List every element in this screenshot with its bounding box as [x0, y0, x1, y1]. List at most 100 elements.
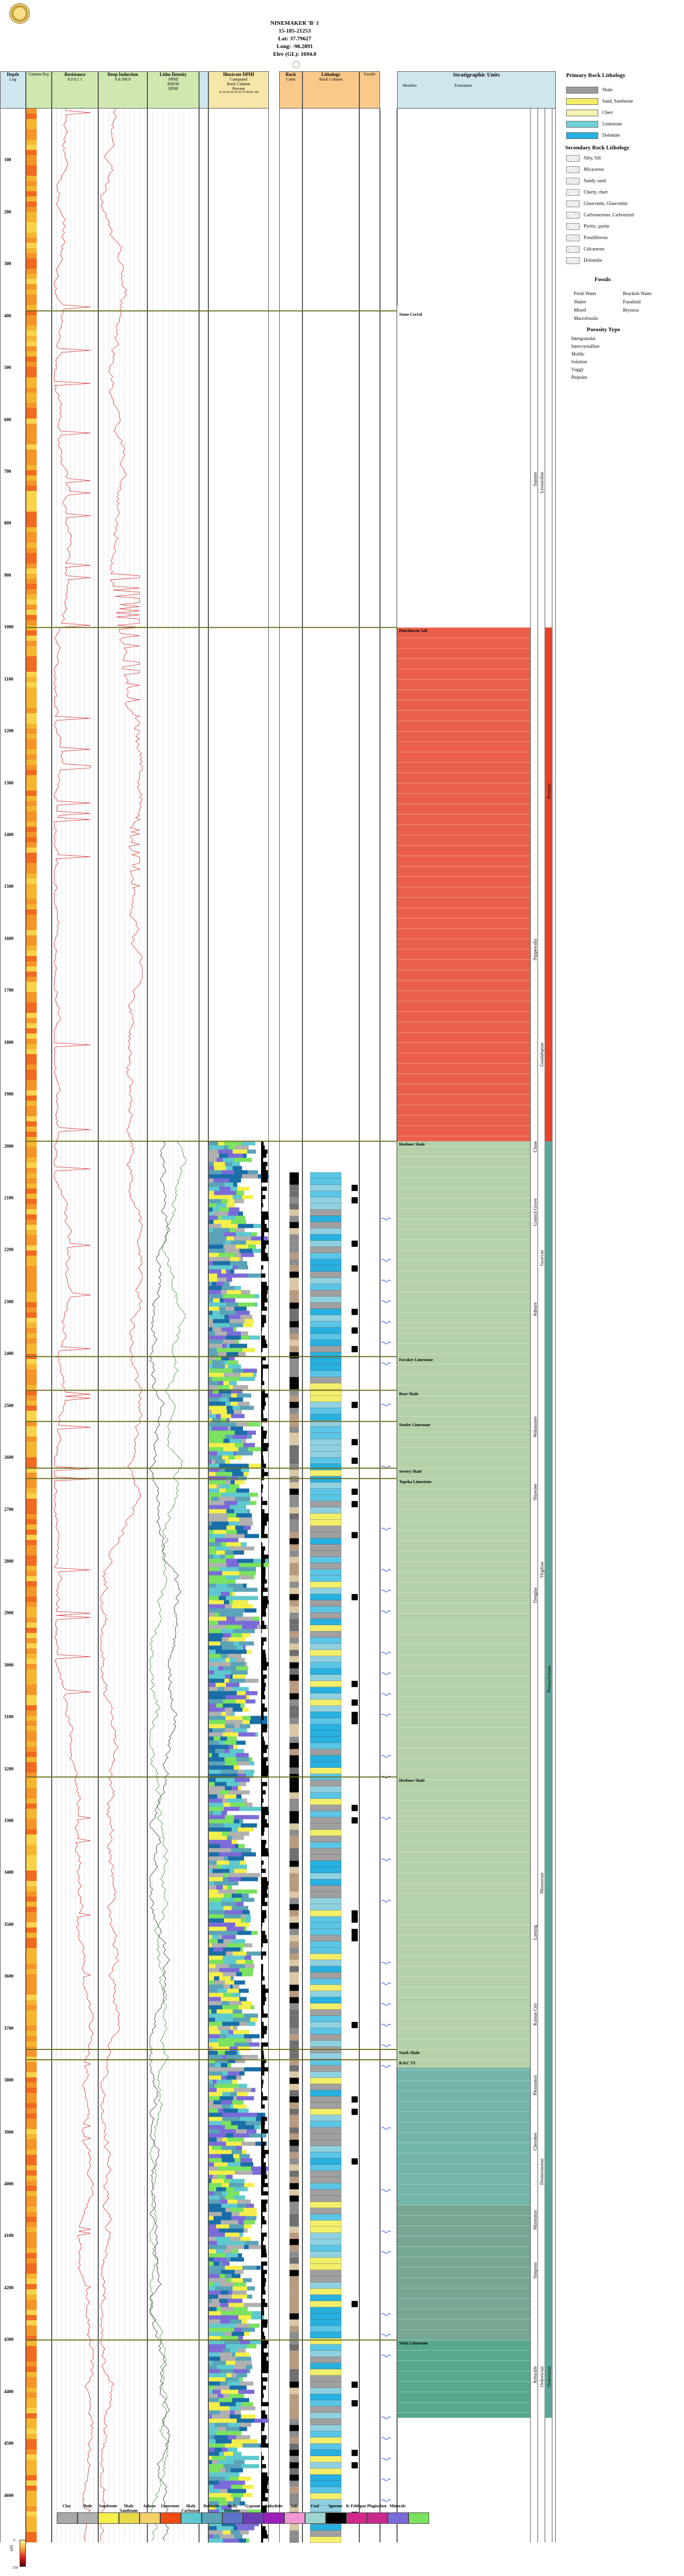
rock-color-cell	[290, 1488, 299, 1495]
lithology-pct-cell	[239, 1575, 251, 1580]
lithology-pct-cell	[226, 2361, 235, 2365]
shale-pct-cell	[261, 1869, 266, 1873]
porosity-header: Litho Density NPHI RHOB DPHI	[147, 71, 199, 109]
lithology-pct-cell	[250, 1501, 256, 1505]
lithology-pct-cell	[239, 1248, 252, 1253]
shale-pct-cell	[261, 1368, 263, 1373]
lithology-pct-cell	[227, 2447, 237, 2452]
lithology-pct-cell	[229, 2001, 242, 2006]
lithology-pct-cell	[241, 1889, 257, 1894]
gamma-color-cell	[26, 202, 37, 207]
lithology-pct-cell	[255, 1302, 257, 1307]
lithology-pct-cell	[235, 2059, 245, 2063]
lithology-cell	[310, 1711, 342, 1718]
lithology-pct-cell	[209, 1621, 218, 1625]
lithology-pct-cell	[221, 1265, 233, 1270]
shale-pct-cell	[261, 2414, 267, 2419]
lithology-pct-cell	[212, 2460, 218, 2464]
lithology-pct-cell	[209, 1761, 225, 1766]
porosity-type-mark	[381, 2230, 391, 2233]
gamma-color-cell	[26, 1752, 37, 1757]
lithology-pct-cell	[214, 1976, 219, 1981]
lithology-pct-cell	[226, 1352, 238, 1356]
gamma-color-cell	[26, 1364, 37, 1369]
lithology-pct-cell	[238, 1302, 255, 1307]
lithology-pct-cell	[209, 2158, 222, 2163]
rock-color-cell	[290, 1426, 299, 1433]
lithology-pct-cell	[209, 1699, 223, 1704]
shale-pct-cell	[261, 2336, 266, 2340]
lithology-pct-cell	[244, 2332, 249, 2336]
lithology-cell	[310, 2369, 342, 2376]
legend-secondary-item: Sandy, sand	[566, 178, 606, 184]
rock-color-cell	[290, 1408, 299, 1414]
fossil-marker	[352, 1680, 358, 1687]
gamma-color-cell	[26, 1700, 37, 1705]
lithology-cell	[310, 1823, 342, 1830]
gamma-color-cell	[26, 899, 37, 904]
rock-color-cell	[290, 1538, 299, 1545]
lithology-pct-cell	[231, 1662, 245, 1667]
strat-group-label: Wabaunsee	[533, 1416, 538, 1438]
lithology-pct-cell	[209, 2278, 226, 2282]
rock-color-cell	[290, 1383, 299, 1390]
lithology-pct-cell	[240, 2423, 251, 2427]
porosity-type-mark	[381, 2251, 391, 2254]
lithology-pct-cell	[218, 1385, 229, 1390]
lithology-pct-cell	[215, 2059, 228, 2063]
gamma-color-cell	[26, 827, 37, 832]
gamma-color-cell	[26, 1235, 37, 1240]
lithology-pct-cell	[225, 2125, 238, 2130]
shale-pct-cell	[261, 1339, 267, 1344]
lithology-pct-cell	[221, 1881, 238, 1886]
rock-color-cell	[290, 1346, 299, 1352]
lithology-pct-cell	[209, 2369, 220, 2373]
gamma-color-cell	[26, 1158, 37, 1163]
gamma-color-cell	[26, 470, 37, 475]
legend-label: Fossiliferous	[584, 235, 608, 240]
lithology-pct-cell	[219, 1827, 232, 1832]
lithology-cell	[310, 2251, 342, 2258]
lithology-pct-cell	[209, 1211, 213, 1216]
lithology-pct-cell	[237, 1393, 251, 1398]
lithology-pct-cell	[253, 1823, 257, 1828]
shale-pct-cell	[261, 2282, 266, 2287]
lithology-pct-cell	[222, 2084, 238, 2088]
lithology-pct-cell	[235, 1955, 245, 1960]
shale-pct-cell	[261, 2253, 267, 2258]
gamma-color-cell	[26, 2010, 37, 2015]
gamma-color-cell	[26, 1302, 37, 1307]
gamma-color-cell	[26, 2020, 37, 2026]
lithology-pct-cell	[219, 2509, 237, 2514]
lithology-pct-cell	[212, 2079, 217, 2084]
lithology-pct-cell	[227, 1513, 236, 1518]
bottom-legend-swatch	[160, 2512, 181, 2524]
lithology-pct-cell	[220, 1778, 235, 1782]
gamma-color-cell	[26, 620, 37, 625]
depth-tick-label: 4500	[4, 2441, 13, 2446]
gamma-color-cell	[26, 2253, 37, 2258]
lithology-pct-cell	[225, 1674, 230, 1679]
rock-color-cell	[290, 1501, 299, 1507]
gamma-color-cell	[26, 811, 37, 816]
lithology-pct-cell	[236, 2129, 247, 2134]
lithology-pct-cell	[236, 1740, 246, 1745]
rock-color-cell	[290, 1240, 299, 1247]
lithology-pct-cell	[215, 2063, 221, 2068]
lithology-pct-cell	[236, 1794, 241, 1799]
fossil-marker	[352, 1711, 358, 1718]
rock-color-cell	[290, 1811, 299, 1817]
lithology-pct-cell	[247, 1951, 263, 1956]
gamma-color-cell	[26, 238, 37, 243]
shale-pct-cell	[261, 1178, 268, 1183]
porosity-type-mark	[381, 2127, 391, 2130]
rock-header-sub: Color	[286, 77, 296, 82]
lithology-pct-cell	[219, 1207, 229, 1212]
lithology-pct-cell	[233, 1951, 247, 1956]
bottom-legend-label: Salt	[291, 2504, 298, 2508]
lithology-pct-cell	[209, 1472, 216, 1476]
gamma-color-cell	[26, 1297, 37, 1302]
formation-top-label: Stark Shale	[399, 2050, 420, 2055]
legend-porosity-item: Moldic	[571, 351, 585, 357]
shale-pct-cell	[261, 2385, 266, 2390]
